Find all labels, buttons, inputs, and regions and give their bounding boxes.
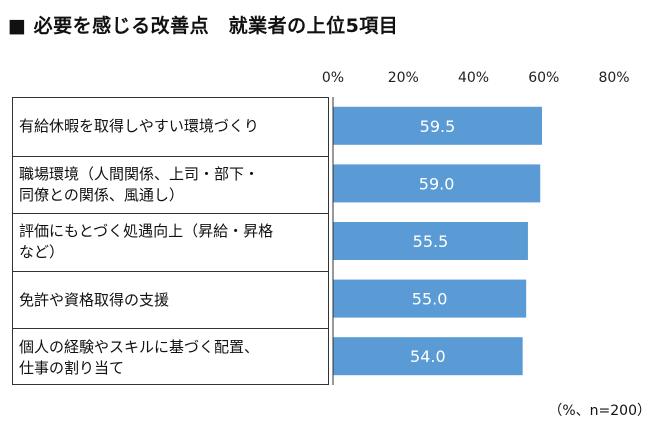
category-label-text: 評価にもとづく処遇向上（昇給・昇格 など） — [19, 221, 273, 263]
footnote: （%、n=200） — [548, 403, 651, 419]
category-label-line: 仕事の割り当て — [19, 358, 125, 377]
x-tick-label: 20% — [388, 70, 419, 86]
bar-value-label: 54.0 — [410, 347, 446, 366]
category-label: 個人の経験やスキルに基づく配置、 仕事の割り当て — [13, 328, 328, 386]
x-tick-label: 60% — [528, 70, 559, 86]
category-label: 職場環境（人間関係、上司・部下・ 同僚との関係、風通し） — [13, 155, 328, 214]
bar — [333, 279, 527, 318]
chart-title-text: ■ 必要を感じる改善点 就業者の上位5項目 — [8, 15, 399, 37]
bar-value-label: 59.0 — [419, 174, 455, 193]
bar-value-label: 55.5 — [413, 232, 449, 251]
bar — [333, 222, 528, 260]
category-label-text: 個人の経験やスキルに基づく配置、 仕事の割り当て — [19, 337, 259, 379]
x-tick-label: 80% — [598, 70, 629, 86]
category-label-line: 個人の経験やスキルに基づく配置、 — [19, 337, 260, 356]
x-tick-label: 0% — [322, 70, 344, 86]
category-label-text: 職場環境（人間関係、上司・部下・ 同僚との関係、風通し） — [19, 164, 259, 206]
category-label-box: 有給休暇を取得しやすい環境づくり 職場環境（人間関係、上司・部下・ 同僚との関係、風… — [12, 97, 329, 385]
category-label-text: 免許や資格取得の支援 — [19, 290, 169, 311]
category-label-line: 同僚との関係、風通し） — [19, 185, 184, 204]
bar — [333, 337, 523, 376]
category-label: 免許や資格取得の支援 — [13, 270, 328, 329]
category-label: 評価にもとづく処遇向上（昇給・昇格 など） — [13, 213, 328, 271]
category-label-line: 有給休暇を取得しやすい環境づくり — [19, 117, 259, 136]
category-label-text: 有給休暇を取得しやすい環境づくり — [19, 116, 259, 137]
category-label-line: 免許や資格取得の支援 — [19, 290, 170, 309]
bar-value-label: 59.5 — [420, 117, 456, 136]
category-label-line: など） — [19, 243, 65, 262]
category-label-line: 評価にもとづく処遇向上（昇給・昇格 — [19, 222, 274, 241]
bar — [333, 106, 542, 145]
category-label-line: 職場環境（人間関係、上司・部下・ — [19, 164, 260, 183]
x-tick-label: 40% — [458, 70, 489, 86]
category-label: 有給休暇を取得しやすい環境づくり — [13, 98, 328, 156]
bar — [333, 164, 541, 203]
chart-title: ■ 必要を感じる改善点 就業者の上位5項目 — [8, 11, 398, 38]
bar-value-label: 55.0 — [412, 290, 448, 309]
